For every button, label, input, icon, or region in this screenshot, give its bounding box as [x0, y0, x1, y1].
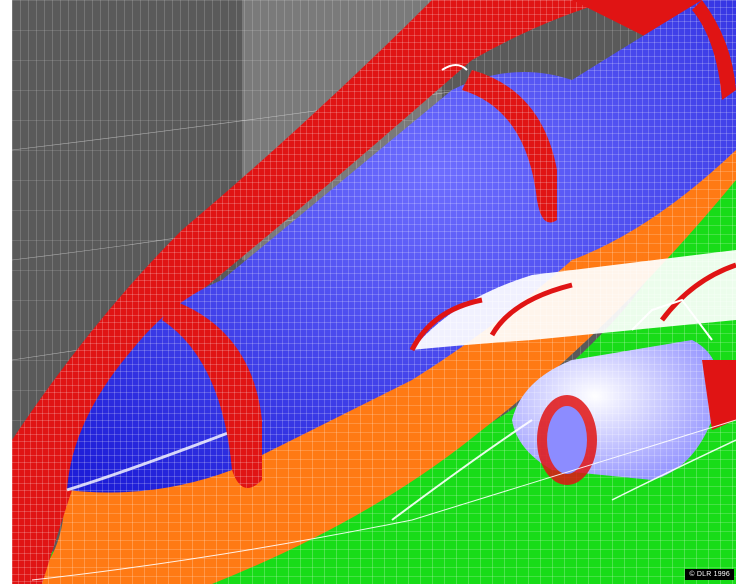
fuselage-body	[66, 0, 736, 493]
copyright-badge: © DLR 1996	[685, 569, 734, 580]
engine-nacelle	[512, 298, 736, 485]
wing	[409, 250, 736, 352]
aircraft-mesh-illustration	[12, 0, 736, 584]
surface-flow-lines	[31, 419, 736, 581]
